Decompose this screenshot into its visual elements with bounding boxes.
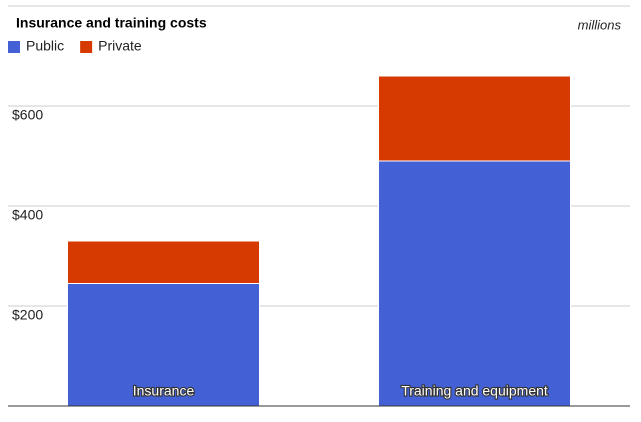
chart-title: Insurance and training costs bbox=[16, 15, 207, 31]
y-tick-label: $400 bbox=[12, 207, 43, 223]
legend-label: Private bbox=[98, 38, 142, 54]
legend-label: Public bbox=[26, 38, 64, 54]
legend-swatch bbox=[80, 41, 93, 53]
category-label: Insurance bbox=[133, 383, 195, 399]
bar-segment bbox=[378, 160, 571, 407]
bar-segment bbox=[67, 240, 260, 284]
category-label: Training and equipment bbox=[401, 383, 548, 399]
y-tick-label: $600 bbox=[12, 107, 43, 123]
unit-note: millions bbox=[578, 17, 622, 32]
y-tick-label: $200 bbox=[12, 307, 43, 323]
bar-segment bbox=[378, 75, 571, 162]
bar-segment bbox=[67, 283, 260, 407]
legend-swatch bbox=[8, 41, 20, 53]
